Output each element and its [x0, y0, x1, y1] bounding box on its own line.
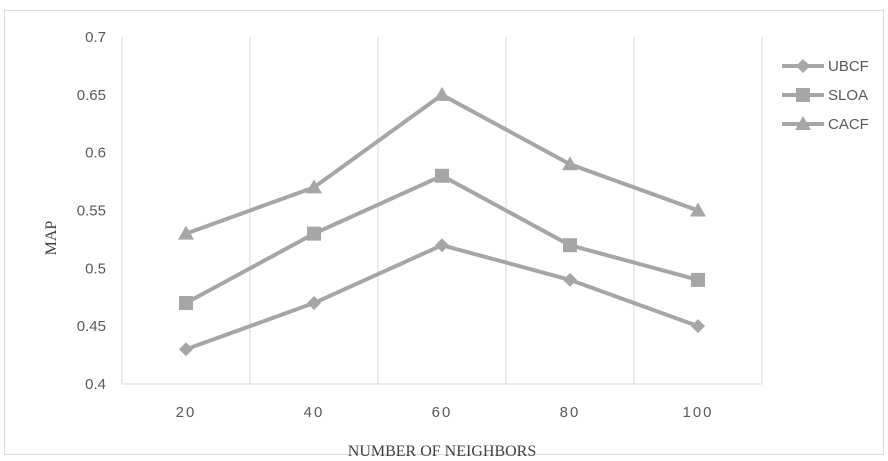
x-tick-label: 20 [176, 404, 197, 421]
x-axis-title: NUMBER OF NEIGHBORS [348, 443, 536, 460]
x-tick-labels: 20 40 60 80 100 [176, 404, 713, 421]
y-tick-label: 0.6 [85, 145, 106, 162]
legend-marker-ubcf [796, 59, 810, 73]
data-point-cacf [178, 225, 194, 240]
data-point-sloa [179, 296, 193, 311]
data-point-sloa [307, 226, 321, 241]
data-point-cacf [434, 86, 450, 101]
data-point-ubcf [563, 272, 577, 287]
data-point-sloa [563, 238, 577, 253]
data-point-cacf [306, 179, 322, 194]
data-point-ubcf [435, 238, 449, 253]
x-tick-label: 80 [560, 404, 581, 421]
data-point-ubcf [179, 342, 193, 357]
data-point-cacf [562, 156, 578, 171]
data-point-ubcf [307, 296, 321, 311]
x-tick-label: 60 [432, 404, 453, 421]
legend-marker-sloa [796, 88, 810, 102]
y-tick-label: 0.45 [77, 318, 106, 335]
series-group [178, 86, 706, 357]
y-tick-label: 0.7 [85, 29, 106, 46]
data-point-sloa [691, 272, 705, 287]
legend-label-ubcf: UBCF [828, 58, 869, 75]
legend: UBCF SLOA CACF [782, 58, 869, 133]
data-point-sloa [435, 168, 449, 183]
legend-label-cacf: CACF [828, 116, 869, 133]
y-tick-label: 0.65 [77, 87, 106, 104]
x-tick-label: 40 [304, 404, 325, 421]
y-tick-label: 0.4 [85, 376, 106, 393]
chart-frame [4, 10, 884, 455]
y-tick-label: 0.5 [85, 260, 106, 277]
series-line-cacf [185, 92, 699, 236]
y-tick-labels: 0.4 0.45 0.5 0.55 0.6 0.65 0.7 [77, 29, 106, 393]
y-axis-title: MAP [43, 221, 60, 256]
data-point-ubcf [691, 319, 705, 334]
data-point-cacf [690, 202, 706, 217]
x-tick-label: 100 [682, 404, 713, 421]
legend-marker-cacf [795, 116, 811, 130]
legend-label-sloa: SLOA [828, 87, 868, 104]
y-tick-label: 0.55 [77, 203, 106, 220]
